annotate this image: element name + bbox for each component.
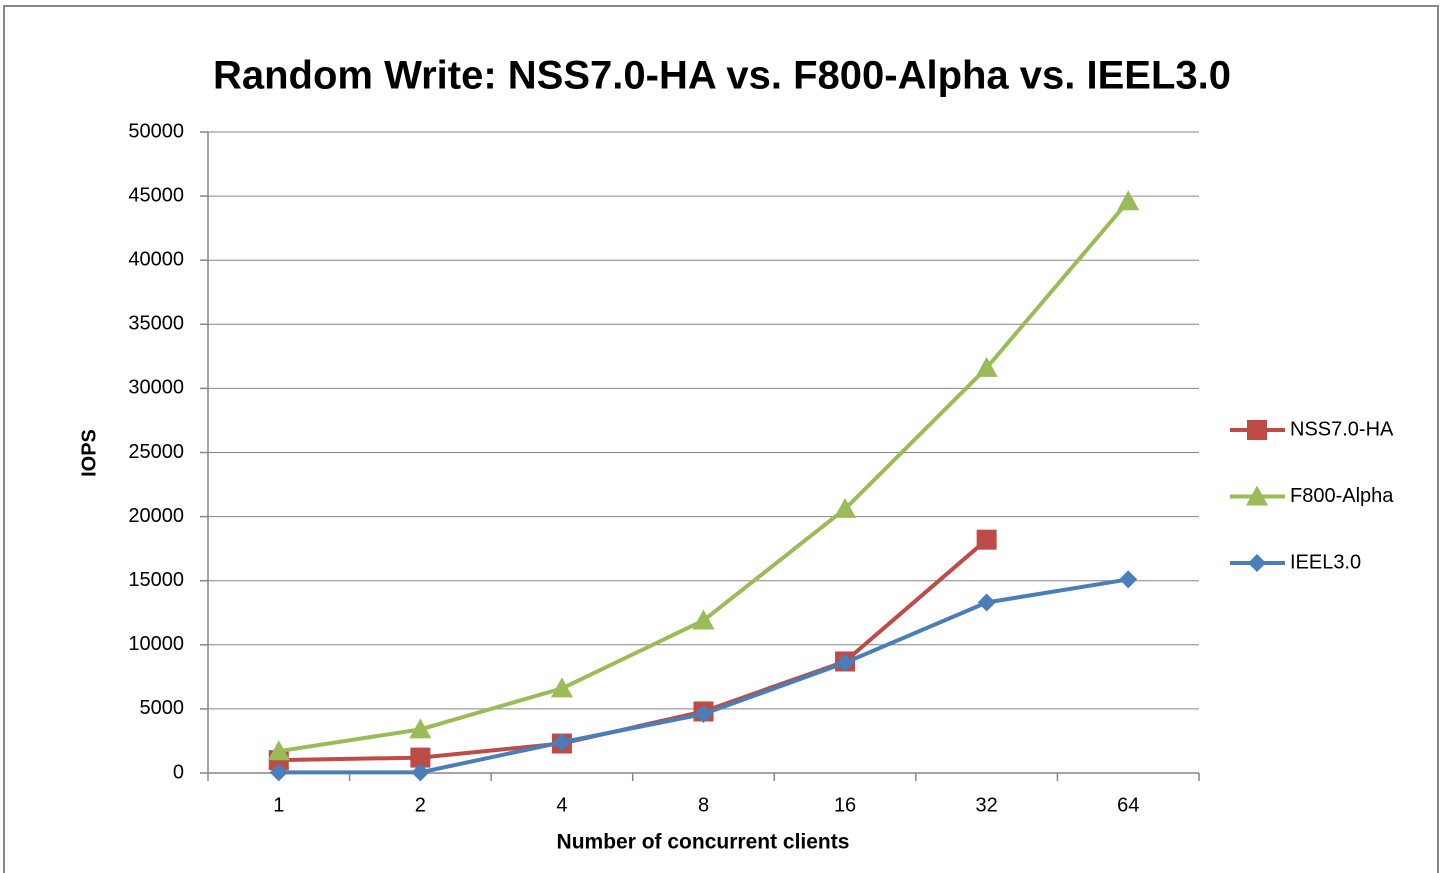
marker [975, 356, 998, 377]
legend-label: IEEL3.0 [1290, 551, 1361, 573]
marker [834, 497, 857, 518]
x-tick-label: 16 [834, 794, 856, 816]
legend-marker [1248, 554, 1266, 572]
marker [410, 747, 431, 768]
marker [552, 733, 571, 752]
y-tick-label: 25000 [128, 441, 184, 463]
marker [269, 763, 288, 782]
legend-marker [1246, 485, 1268, 506]
y-tick-label: 30000 [128, 377, 184, 399]
marker [409, 718, 432, 739]
marker [976, 529, 997, 550]
y-tick-label: 0 [173, 761, 184, 783]
marker [977, 593, 996, 612]
legend-marker [1247, 420, 1267, 440]
x-tick-label: 8 [698, 794, 709, 816]
marker [1119, 570, 1138, 589]
y-tick-label: 35000 [128, 313, 184, 335]
y-tick-label: 5000 [140, 697, 185, 719]
marker [1117, 190, 1140, 211]
marker [836, 653, 855, 672]
marker [411, 763, 430, 782]
legend-label: NSS7.0-HA [1290, 418, 1394, 440]
y-tick-label: 40000 [128, 248, 184, 270]
marker [550, 677, 573, 698]
y-axis-label: IOPS [78, 429, 100, 477]
y-tick-label: 45000 [128, 184, 184, 206]
marker [694, 705, 713, 724]
legend-label: F800-Alpha [1290, 485, 1394, 507]
y-tick-label: 10000 [128, 633, 184, 655]
x-tick-label: 2 [415, 794, 426, 816]
y-tick-label: 20000 [128, 505, 184, 527]
x-tick-label: 32 [976, 794, 998, 816]
x-tick-label: 4 [556, 794, 567, 816]
y-tick-label: 50000 [128, 120, 184, 142]
marker [267, 740, 290, 761]
y-tick-label: 15000 [128, 569, 184, 591]
x-axis-label: Number of concurrent clients [557, 831, 850, 854]
chart-frame [3, 5, 1439, 873]
marker [692, 609, 715, 630]
x-tick-label: 64 [1117, 794, 1139, 816]
x-tick-label: 1 [273, 794, 284, 816]
chart-title: Random Write: NSS7.0-HA vs. F800-Alpha v… [213, 54, 1231, 98]
